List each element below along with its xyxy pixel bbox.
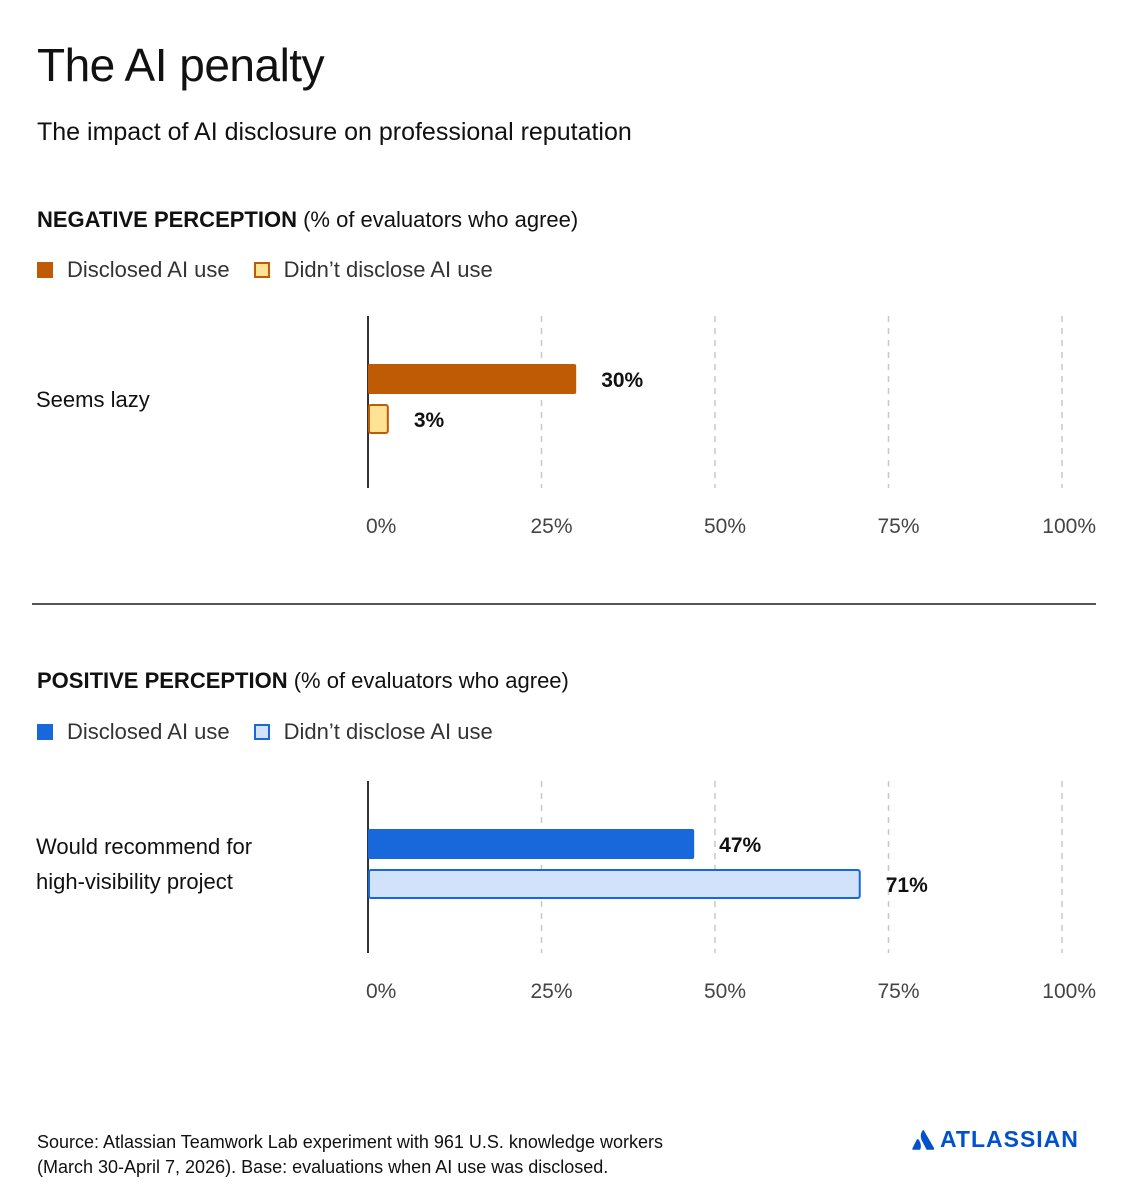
positive-section-heading: POSITIVE PERCEPTION (% of evaluators who… [37,668,569,694]
negative-heading-rest: (% of evaluators who agree) [296,207,579,232]
data-label-not-disclosed: 3% [414,409,445,432]
legend-swatch-not-disclosed [253,724,270,740]
data-label-disclosed: 30% [601,369,643,392]
legend-swatch-disclosed [37,262,53,278]
positive-bar-chart: 47% 71% 0% 25% 50% 75% 100% [366,781,1096,1003]
negative-heading-bold: NEGATIVE PERCEPTION [37,207,297,232]
source-note: Source: Atlassian Teamwork Lab experimen… [37,1130,663,1180]
logo-text: ATLASSIAN [940,1126,1079,1152]
legend-item-not-disclosed: Didn’t disclose AI use [253,257,493,283]
x-tick-label: 75% [877,515,919,538]
legend-item-disclosed: Disclosed AI use [37,719,230,745]
x-tick-label: 0% [366,515,396,538]
source-line-2: (March 30-April 7, 2026). Base: evaluati… [37,1157,609,1177]
bar-not-disclosed [368,869,861,899]
positive-heading-rest: (% of evaluators who agree) [287,668,569,693]
bar-disclosed [368,829,695,859]
negative-section-heading: NEGATIVE PERCEPTION (% of evaluators who… [37,207,578,233]
atlassian-logo-icon [912,1129,934,1150]
x-tick-label: 75% [877,980,919,1003]
legend-label-not-disclosed: Didn’t disclose AI use [283,257,493,282]
x-tick-label: 100% [1042,515,1096,538]
legend-swatch-not-disclosed [253,262,270,278]
x-tick-label: 50% [704,980,746,1003]
data-label-not-disclosed: 71% [886,874,928,897]
bar-disclosed [368,364,577,394]
category-label-recommend: Would recommend for high-visibility proj… [36,834,253,894]
positive-heading-bold: POSITIVE PERCEPTION [37,668,288,693]
legend-label-disclosed: Disclosed AI use [67,719,230,744]
bar-not-disclosed [368,404,389,434]
x-tick-label: 50% [704,515,746,538]
category-label-seems-lazy: Seems lazy [36,387,150,412]
legend-item-disclosed: Disclosed AI use [37,257,230,283]
source-line-1: Source: Atlassian Teamwork Lab experimen… [37,1132,663,1152]
chart-title: The AI penalty [37,39,325,91]
negative-legend: Disclosed AI use Didn’t disclose AI use [37,257,517,283]
legend-label-disclosed: Disclosed AI use [67,257,230,282]
x-tick-label: 25% [530,980,572,1003]
legend-item-not-disclosed: Didn’t disclose AI use [253,719,493,745]
negative-bar-chart: 30% 3% 0% 25% 50% 75% 100% [366,316,1096,538]
x-tick-label: 100% [1042,980,1096,1003]
positive-legend: Disclosed AI use Didn’t disclose AI use [37,719,517,745]
section-divider [32,603,1096,605]
x-tick-label: 25% [530,515,572,538]
x-tick-label: 0% [366,980,396,1003]
data-label-disclosed: 47% [719,834,761,857]
atlassian-logo: ATLASSIAN [912,1126,1079,1153]
legend-label-not-disclosed: Didn’t disclose AI use [283,719,493,744]
legend-swatch-disclosed [37,724,53,740]
chart-subtitle: The impact of AI disclosure on professio… [37,118,632,146]
